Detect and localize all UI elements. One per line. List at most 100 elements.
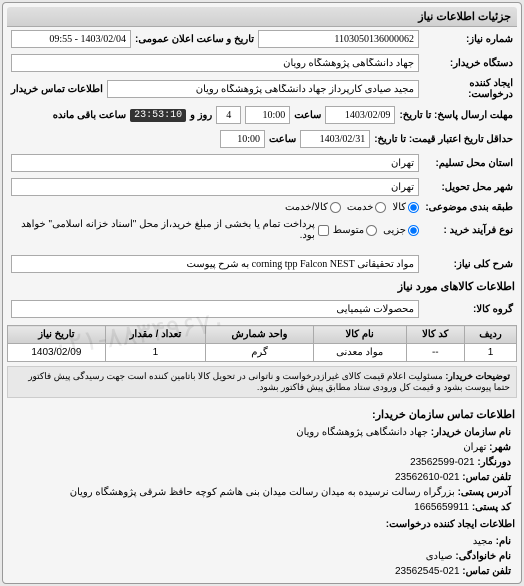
input-deadline-time[interactable] — [245, 106, 290, 124]
input-price-date[interactable] — [300, 130, 370, 148]
detail-org: نام سازمان خریدار: جهاد دانشگاهی پژوهشگا… — [7, 425, 517, 440]
radio-goods-service-label: کالا/خدمت — [285, 202, 328, 213]
input-province[interactable] — [11, 154, 419, 172]
val-address: بزرگراه رسالت نرسیده به میدان رسالت میدا… — [70, 487, 455, 498]
input-creator[interactable] — [107, 80, 419, 98]
radio-group-purchase: جزیی متوسط — [333, 225, 419, 236]
label-deadline: مهلت ارسال پاسخ: تا تاریخ: — [399, 110, 513, 121]
val-cphone: 021-23562545 — [395, 566, 460, 577]
label-price-until: حداقل تاریخ اعتبار قیمت: تا تاریخ: — [374, 134, 513, 145]
note-label: توضیحات خریدار: — [445, 371, 510, 381]
detail-cphone: تلفن تماس: 021-23562545 — [7, 564, 517, 579]
radio-medium-input[interactable] — [366, 225, 377, 236]
label-contact-info: اطلاعات تماس خریدار — [11, 84, 103, 95]
input-city[interactable] — [11, 178, 419, 196]
checkbox-treasury-input[interactable] — [318, 225, 329, 236]
radio-group-category: کالا خدمت کالا/خدمت — [285, 202, 419, 213]
input-request-no[interactable] — [258, 30, 419, 48]
table-row[interactable]: 1 -- مواد معدنی گرم 1 1403/02/09 — [8, 344, 517, 362]
items-table-body: 1 -- مواد معدنی گرم 1 1403/02/09 — [8, 344, 517, 362]
lbl-address: آدرس پستی: — [458, 487, 511, 498]
lbl-cphone: تلفن تماس: — [462, 566, 511, 577]
detail-postal: کد پستی: 1665659911 — [7, 500, 517, 515]
radio-goods[interactable]: کالا — [392, 202, 419, 213]
detail-address: آدرس پستی: بزرگراه رسالت نرسیده به میدان… — [7, 485, 517, 500]
detail-city: شهر: تهران — [7, 440, 517, 455]
cell-code: -- — [406, 344, 464, 362]
detail-family: نام خانوادگی: صیادی — [7, 549, 517, 564]
label-announce: تاریخ و ساعت اعلان عمومی: — [135, 34, 254, 45]
val-fax: 021-23562599 — [410, 457, 475, 468]
detail-fax: دورنگار: 021-23562599 — [7, 455, 517, 470]
label-category: طبقه بندی موضوعی: — [423, 202, 513, 213]
col-qty: تعداد / مقدار — [105, 326, 205, 344]
label-days-and: روز و — [190, 110, 212, 121]
lbl-fax: دورنگار: — [477, 457, 511, 468]
input-description[interactable] — [11, 255, 419, 273]
panel-title: جزئیات اطلاعات نیاز — [7, 7, 517, 27]
input-days-remaining[interactable] — [216, 106, 241, 124]
row-province: استان محل تسلیم: — [7, 151, 517, 175]
col-name: نام کالا — [313, 326, 406, 344]
lbl-phone: تلفن تماس: — [462, 472, 511, 483]
lbl-name: نام: — [496, 536, 511, 547]
row-creator: ایجاد کننده درخواست: اطلاعات تماس خریدار — [7, 75, 517, 103]
label-time-2: ساعت — [269, 134, 296, 145]
input-price-time[interactable] — [220, 130, 265, 148]
creator-section-title: اطلاعات ایجاد کننده درخواست: — [7, 515, 517, 534]
label-description: شرح کلی نیاز: — [423, 259, 513, 270]
label-purchase-type: نوع فرآیند خرید : — [423, 225, 513, 236]
val-name: مجید — [473, 536, 493, 547]
input-group[interactable] — [11, 300, 419, 318]
val-phone: 021-23562610 — [395, 472, 460, 483]
radio-service[interactable]: خدمت — [347, 202, 387, 213]
radio-small-input[interactable] — [408, 225, 419, 236]
radio-goods-service-input[interactable] — [330, 202, 341, 213]
input-deadline-date[interactable] — [325, 106, 395, 124]
label-remaining: ساعت باقی مانده — [53, 110, 126, 121]
radio-small-label: جزیی — [383, 225, 406, 236]
checkbox-treasury[interactable]: پرداخت تمام یا بخشی از مبلغ خرید،از محل … — [11, 219, 329, 241]
label-creator: ایجاد کننده درخواست: — [423, 78, 513, 100]
radio-medium[interactable]: متوسط — [333, 225, 377, 236]
row-city: شهر محل تحویل: — [7, 175, 517, 199]
items-section-title: اطلاعات کالاهای مورد نیاز — [7, 276, 517, 297]
label-buyer: دستگاه خریدار: — [423, 58, 513, 69]
row-request-no: شماره نیاز: تاریخ و ساعت اعلان عمومی: — [7, 27, 517, 51]
row-buyer: دستگاه خریدار: — [7, 51, 517, 75]
val-postal: 1665659911 — [414, 502, 469, 513]
note-text: مسئولیت اعلام قیمت کالای غیرازدرخواست و … — [28, 371, 510, 392]
col-code: کد کالا — [406, 326, 464, 344]
cell-qty: 1 — [105, 344, 205, 362]
radio-goods-label: کالا — [392, 202, 406, 213]
row-group: گروه کالا: — [7, 297, 517, 321]
input-announce[interactable] — [11, 30, 131, 48]
label-group: گروه کالا: — [423, 304, 513, 315]
detail-name: نام: مجید — [7, 534, 517, 549]
cell-name: مواد معدنی — [313, 344, 406, 362]
val-org: جهاد دانشگاهی پژوهشگاه رویان — [296, 427, 428, 438]
contact-section-title: اطلاعات تماس سازمان خریدار: — [7, 404, 517, 425]
details-panel: جزئیات اطلاعات نیاز شماره نیاز: تاریخ و … — [2, 2, 522, 584]
radio-service-label: خدمت — [347, 202, 374, 213]
val-ccity: تهران — [463, 442, 486, 453]
items-table: ردیف کد کالا نام کالا واحد شمارش تعداد /… — [7, 325, 517, 362]
cell-index: 1 — [465, 344, 517, 362]
val-family: صیادی — [426, 551, 453, 562]
input-buyer[interactable] — [11, 54, 419, 72]
cell-date: 1403/02/09 — [8, 344, 106, 362]
buyer-note: توضیحات خریدار: مسئولیت اعلام قیمت کالای… — [7, 366, 517, 398]
lbl-ccity: شهر: — [489, 442, 511, 453]
label-time-1: ساعت — [294, 110, 321, 121]
radio-medium-label: متوسط — [333, 225, 364, 236]
radio-small[interactable]: جزیی — [383, 225, 419, 236]
lbl-org: نام سازمان خریدار: — [431, 427, 511, 438]
radio-goods-input[interactable] — [408, 202, 419, 213]
cell-unit: گرم — [206, 344, 314, 362]
detail-phone: تلفن تماس: 021-23562610 — [7, 470, 517, 485]
label-city: شهر محل تحویل: — [423, 182, 513, 193]
radio-goods-service[interactable]: کالا/خدمت — [285, 202, 341, 213]
row-category: طبقه بندی موضوعی: کالا خدمت کالا/خدمت — [7, 199, 517, 216]
lbl-postal: کد پستی: — [472, 502, 511, 513]
radio-service-input[interactable] — [375, 202, 386, 213]
